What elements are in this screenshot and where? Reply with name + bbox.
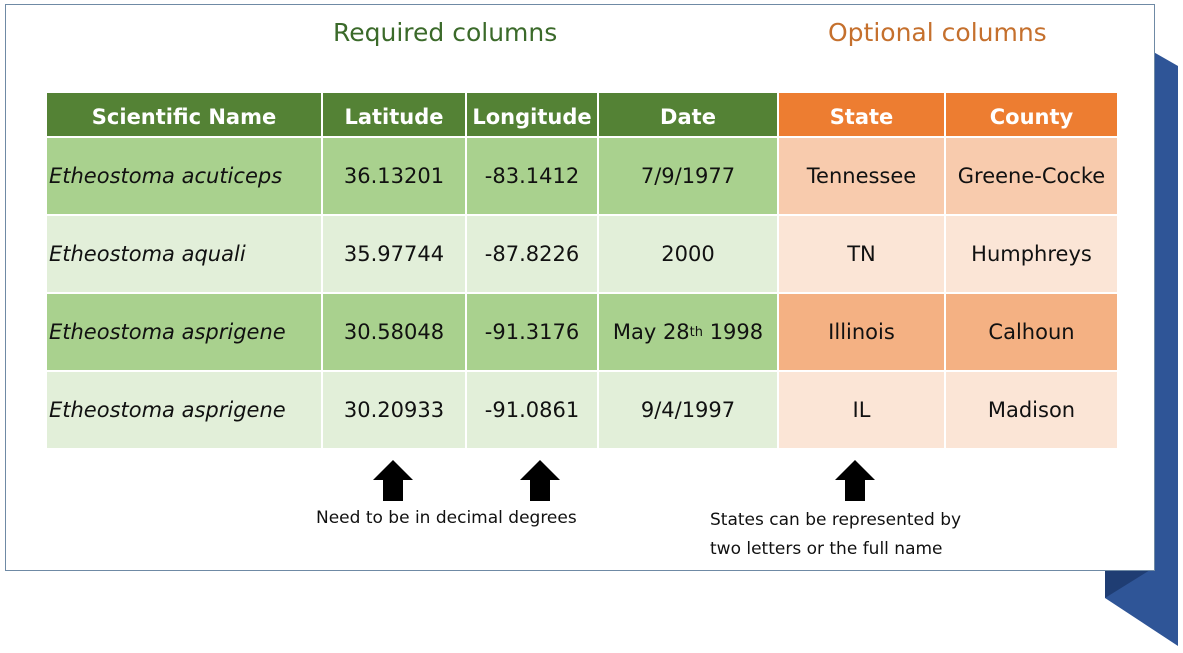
date-text: May 28 <box>612 320 690 344</box>
arrow-up-icon <box>520 460 560 501</box>
cell-longitude: -87.8226 <box>467 216 597 292</box>
states-note-line2: two letters or the full name <box>710 539 943 559</box>
cell-date: 2000 <box>599 216 777 292</box>
cell-state: Tennessee <box>779 138 944 214</box>
header-latitude: Latitude <box>323 93 465 136</box>
cell-date: 7/9/1977 <box>599 138 777 214</box>
cell-state: TN <box>779 216 944 292</box>
cell-date: 9/4/1997 <box>599 372 777 448</box>
cell-state: IL <box>779 372 944 448</box>
cell-longitude: -91.0861 <box>467 372 597 448</box>
header-longitude: Longitude <box>467 93 597 136</box>
cell-scientific-name: Etheostoma asprigene <box>47 372 321 448</box>
data-table: Scientific Name Latitude Longitude Date … <box>47 93 1117 448</box>
cell-scientific-name: Etheostoma aquali <box>47 216 321 292</box>
header-scientific-name: Scientific Name <box>47 93 321 136</box>
cell-longitude: -83.1412 <box>467 138 597 214</box>
header-county: County <box>946 93 1117 136</box>
cell-county: Madison <box>946 372 1117 448</box>
cell-county: Humphreys <box>946 216 1117 292</box>
header-date: Date <box>599 93 777 136</box>
cell-scientific-name: Etheostoma asprigene <box>47 294 321 370</box>
required-columns-title: Required columns <box>333 18 558 47</box>
cell-scientific-name: Etheostoma acuticeps <box>47 138 321 214</box>
date-text: 2000 <box>661 242 715 266</box>
cell-latitude: 36.13201 <box>323 138 465 214</box>
decimal-degrees-note: Need to be in decimal degrees <box>316 508 577 528</box>
cell-longitude: -91.3176 <box>467 294 597 370</box>
date-text: 7/9/1977 <box>640 164 736 188</box>
cell-county: Calhoun <box>946 294 1117 370</box>
states-note-line1: States can be represented by <box>710 510 962 530</box>
cell-latitude: 30.58048 <box>323 294 465 370</box>
date-year: 1998 <box>703 320 764 344</box>
cell-state: Illinois <box>779 294 944 370</box>
arrow-up-icon <box>373 460 413 501</box>
header-state: State <box>779 93 944 136</box>
arrow-up-icon <box>835 460 875 501</box>
cell-county: Greene-Cocke <box>946 138 1117 214</box>
cell-latitude: 30.20933 <box>323 372 465 448</box>
date-ordinal: th <box>689 324 704 340</box>
date-text: 9/4/1997 <box>640 398 736 422</box>
optional-columns-title: Optional columns <box>828 18 1047 47</box>
cell-latitude: 35.97744 <box>323 216 465 292</box>
